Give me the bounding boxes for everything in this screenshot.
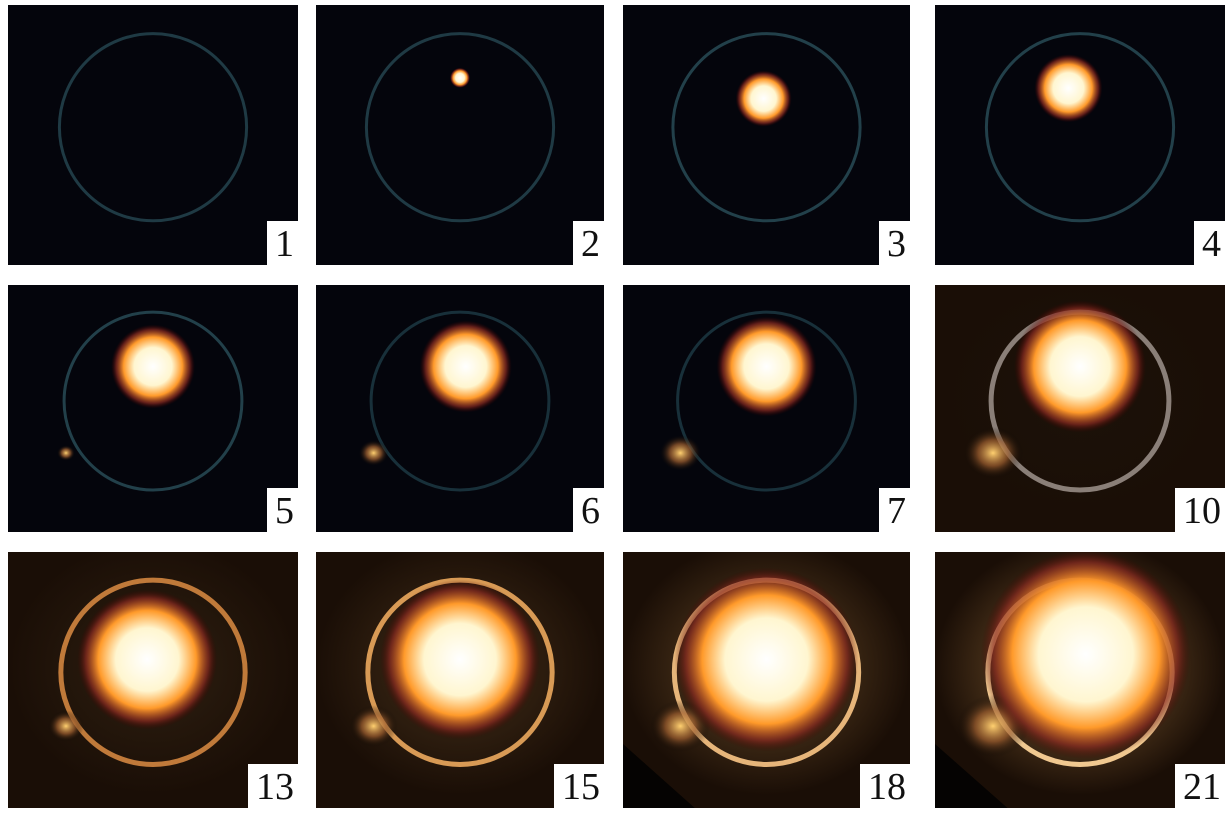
photo-frame: 15 [316, 552, 604, 808]
frame-label: 13 [248, 764, 298, 808]
frame-label: 7 [879, 488, 910, 532]
photo [316, 285, 604, 532]
frame-label: 3 [879, 221, 910, 265]
photo-frame: 21 [935, 552, 1225, 808]
photo [935, 5, 1225, 265]
photo-frame: 7 [623, 285, 910, 532]
frame-label: 10 [1175, 488, 1225, 532]
frame-label: 6 [573, 488, 604, 532]
frame-label: 21 [1175, 764, 1225, 808]
frame-label: 2 [573, 221, 604, 265]
frame-label: 18 [860, 764, 910, 808]
frame-label: 15 [554, 764, 604, 808]
photo-frame: 1 [8, 5, 298, 265]
photo [623, 5, 910, 265]
photo [316, 5, 604, 265]
photo-frame: 4 [935, 5, 1225, 265]
frame-label: 5 [267, 488, 298, 532]
figure: 1 2 3 4 [0, 0, 1231, 813]
photo-frame: 18 [623, 552, 910, 808]
photo-frame: 2 [316, 5, 604, 265]
photo-frame: 6 [316, 285, 604, 532]
photo-frame: 13 [8, 552, 298, 808]
frame-label: 4 [1194, 221, 1225, 265]
photo [8, 285, 298, 532]
photo-frame: 5 [8, 285, 298, 532]
photo-frame: 3 [623, 5, 910, 265]
frame-label: 1 [267, 221, 298, 265]
photo [8, 5, 298, 265]
photo-frame: 10 [935, 285, 1225, 532]
photo [623, 285, 910, 532]
